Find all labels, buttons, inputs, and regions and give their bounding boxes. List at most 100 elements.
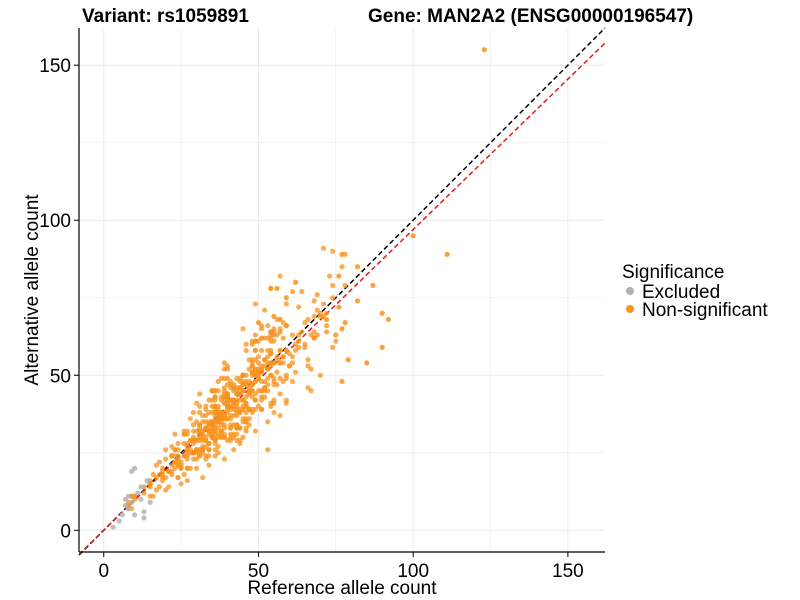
point-non-significant (209, 388, 215, 394)
point-non-significant (246, 381, 252, 388)
point-non-significant (268, 403, 274, 409)
point-non-significant (200, 443, 206, 450)
point-excluded (138, 496, 144, 502)
chart-title-gene: Gene: MAN2A2 (ENSG00000196547) (368, 6, 693, 27)
point-non-significant (339, 264, 345, 270)
point-non-significant (215, 443, 221, 450)
point-excluded (110, 524, 116, 530)
point-non-significant (292, 369, 299, 375)
point-non-significant (410, 233, 416, 239)
point-non-significant (336, 304, 342, 310)
point-non-significant (289, 354, 296, 360)
reference-lines (78, 27, 606, 556)
point-non-significant (262, 385, 268, 391)
point-excluded (132, 512, 138, 518)
point-non-significant (153, 487, 159, 493)
point-non-significant (163, 487, 169, 493)
point-non-significant (190, 428, 197, 434)
point-non-significant (258, 335, 265, 341)
point-non-significant (339, 251, 345, 257)
point-non-significant (252, 301, 258, 307)
point-non-significant (314, 292, 320, 298)
point-non-significant (277, 412, 283, 419)
point-non-significant (240, 397, 246, 403)
point-non-significant (246, 366, 252, 372)
chart-title-variant: Variant: rs1059891 (82, 6, 249, 27)
point-non-significant (354, 264, 361, 270)
point-non-significant (342, 319, 348, 326)
point-non-significant (184, 465, 190, 471)
point-non-significant (175, 456, 181, 462)
point-non-significant (277, 347, 283, 354)
point-non-significant (231, 447, 237, 453)
point-excluded (116, 518, 122, 524)
point-non-significant (193, 450, 200, 456)
point-non-significant (444, 251, 450, 257)
point-non-significant (212, 397, 218, 403)
point-non-significant (302, 319, 308, 326)
point-non-significant (296, 304, 302, 310)
point-non-significant (286, 363, 292, 369)
point-non-significant (252, 332, 258, 338)
point-non-significant (249, 357, 255, 363)
point-non-significant (327, 273, 333, 279)
point-non-significant (193, 419, 200, 425)
point-non-significant (277, 326, 283, 332)
point-non-significant (231, 385, 237, 391)
point-non-significant (299, 329, 305, 335)
point-non-significant (268, 350, 274, 357)
point-non-significant (268, 360, 274, 366)
legend: Significance Excluded Non-significant (622, 262, 768, 321)
point-non-significant (159, 465, 166, 471)
point-non-significant (339, 378, 345, 385)
point-non-significant (224, 375, 231, 381)
x-tick-label: 100 (397, 561, 429, 582)
point-excluded (144, 478, 150, 484)
point-non-significant (271, 409, 277, 416)
point-non-significant (243, 425, 249, 431)
point-non-significant (258, 378, 265, 385)
point-non-significant (277, 316, 283, 323)
point-non-significant (175, 474, 181, 481)
point-non-significant (181, 428, 187, 434)
legend-label-non-significant: Non-significant (642, 300, 768, 321)
point-non-significant (237, 406, 243, 412)
point-non-significant (218, 394, 224, 400)
point-non-significant (274, 285, 280, 292)
point-non-significant (255, 319, 262, 326)
point-excluded (125, 505, 132, 512)
point-non-significant (280, 335, 286, 341)
point-non-significant (258, 347, 265, 354)
point-non-significant (203, 403, 209, 409)
point-non-significant (234, 412, 240, 419)
point-non-significant (252, 366, 258, 372)
point-non-significant (203, 434, 209, 440)
point-non-significant (330, 248, 336, 254)
point-excluded (147, 499, 153, 505)
point-non-significant (153, 462, 159, 468)
point-non-significant (252, 378, 258, 385)
point-non-significant (163, 474, 169, 481)
point-non-significant (243, 416, 249, 422)
y-tick-label: 0 (60, 521, 71, 542)
point-non-significant (292, 279, 299, 285)
point-non-significant (268, 285, 274, 292)
y-tick-label: 150 (39, 56, 71, 77)
legend-key-excluded (626, 287, 634, 295)
point-non-significant (323, 310, 330, 316)
point-non-significant (243, 341, 249, 347)
point-non-significant (265, 447, 271, 453)
y-axis-title: Alternative allele count (22, 194, 43, 386)
point-non-significant (481, 47, 487, 53)
point-non-significant (221, 456, 228, 462)
x-tick-label: 50 (248, 561, 269, 582)
point-non-significant (271, 313, 277, 319)
point-non-significant (274, 369, 280, 375)
point-non-significant (178, 481, 184, 487)
point-non-significant (234, 437, 240, 443)
point-non-significant (292, 347, 299, 354)
point-excluded (125, 493, 132, 499)
point-non-significant (197, 425, 203, 431)
point-non-significant (243, 403, 249, 409)
